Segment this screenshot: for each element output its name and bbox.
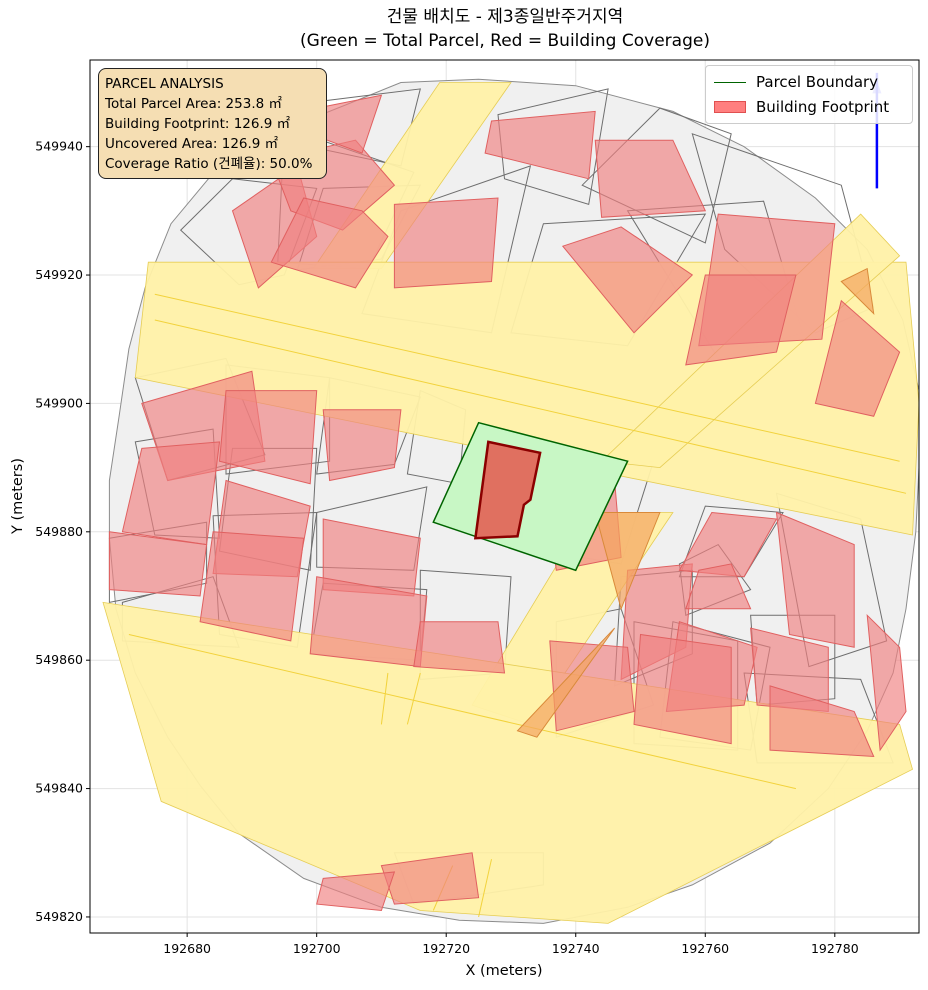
x-tick-label: 192720 [422, 941, 470, 956]
building-footprint [108, 531, 208, 597]
chart-subtitle: (Green = Total Parcel, Red = Building Co… [300, 31, 710, 51]
building-footprint [218, 390, 318, 485]
x-tick-label: 192680 [163, 941, 211, 956]
y-tick-label: 549940 [35, 139, 83, 154]
building-footprint [413, 621, 506, 674]
road-lane-line [154, 319, 907, 494]
road-lane-line [154, 293, 900, 462]
building-footprint [685, 563, 752, 610]
building-footprint [380, 852, 480, 905]
y-tick-label: 549840 [35, 781, 83, 796]
plot-frame [89, 59, 920, 934]
road-lane-line [478, 859, 492, 918]
x-tick-label: 192760 [681, 941, 729, 956]
legend-item-building: Building Footprint [714, 96, 889, 118]
y-tick-label: 549860 [35, 652, 83, 667]
road-lane-line [380, 672, 389, 725]
target-building [473, 440, 542, 540]
x-axis-title: X (meters) [465, 963, 542, 979]
building-footprint [814, 299, 901, 417]
axis-ticks: 192680 192700 192720 192740 192760 192780 5498… [35, 139, 858, 956]
building-footprint [393, 197, 499, 289]
building-footprint [633, 633, 732, 745]
legend-line-swatch [714, 81, 746, 83]
y-tick-label: 549900 [35, 395, 83, 410]
analysis-line-total-area: Total Parcel Area: 253.8 ㎡ [105, 96, 282, 112]
neighbor-parcel [581, 107, 732, 244]
road-lane-line [128, 634, 797, 790]
y-tick-label: 549880 [35, 524, 83, 539]
building-footprint [484, 110, 596, 180]
road-overlap [516, 627, 616, 738]
road-lane-line [406, 672, 421, 725]
building-footprint [769, 685, 875, 758]
building-footprint [685, 274, 797, 366]
building-footprint [316, 871, 396, 912]
legend-item-parcel: Parcel Boundary [714, 71, 878, 93]
road [102, 601, 913, 924]
building-footprint [322, 409, 402, 482]
legend-patch-swatch [714, 101, 746, 113]
y-tick-label: 549920 [35, 267, 83, 282]
chart-title: 건물 배치도 - 제3종일반주거지역 [386, 7, 624, 27]
analysis-line-coverage: Coverage Ratio (건폐율): 50.0% [105, 156, 313, 172]
building-footprint [678, 511, 778, 578]
road-overlap [594, 512, 661, 611]
legend-label: Building Footprint [756, 98, 890, 116]
x-tick-label: 192740 [552, 941, 600, 956]
parcel-analysis-box: PARCEL ANALYSIS Total Parcel Area: 253.8… [98, 68, 327, 179]
building-footprint [594, 139, 707, 218]
analysis-line-footprint: Building Footprint: 126.9 ㎡ [105, 116, 291, 132]
road-overlap [840, 267, 875, 316]
map-layer [102, 72, 919, 924]
building-footprint [866, 613, 907, 752]
legend: Parcel Boundary Building Footprint [705, 65, 913, 124]
x-tick-label: 192700 [293, 941, 341, 956]
y-axis-title: Y (meters) [10, 458, 26, 535]
building-footprint [270, 197, 389, 289]
x-tick-label: 192780 [811, 941, 859, 956]
analysis-line-uncovered: Uncovered Area: 126.9 ㎡ [105, 136, 279, 152]
building-footprint [561, 226, 694, 334]
y-tick-label: 549820 [35, 909, 83, 924]
analysis-header: PARCEL ANALYSIS [105, 76, 224, 92]
legend-label: Parcel Boundary [756, 73, 879, 91]
building-footprint [199, 531, 305, 642]
building-footprint [775, 511, 855, 648]
